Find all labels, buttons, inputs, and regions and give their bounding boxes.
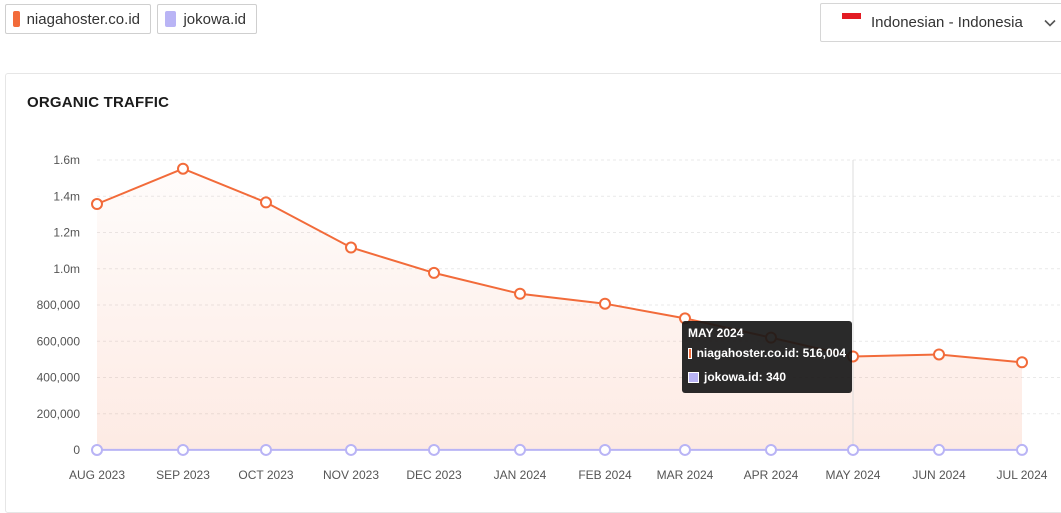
tooltip-text-jokowa: jokowa.id: 340 (704, 370, 787, 384)
data-point-niagahoster (177, 162, 189, 175)
data-point-jokowa (765, 443, 777, 456)
card-title: ORGANIC TRAFFIC (27, 94, 170, 111)
data-point-niagahoster (260, 196, 272, 209)
y-tick-label: 400,000 (37, 371, 81, 385)
y-tick-label: 1.6m (53, 153, 80, 167)
chevron-down-icon (1044, 19, 1056, 27)
language-dropdown-value: Indonesian - Indonesia (871, 14, 1023, 31)
x-tick-label: FEB 2024 (578, 468, 632, 482)
data-point-niagahoster (933, 348, 945, 361)
tooltip-row-jokowa: jokowa.id: 340 (688, 370, 846, 384)
y-tick-label: 1.0m (53, 262, 80, 276)
y-tick-label: 800,000 (37, 298, 81, 312)
data-point-jokowa (514, 443, 526, 456)
x-tick-label: DEC 2023 (406, 468, 462, 482)
data-point-jokowa (1016, 443, 1028, 456)
y-tick-label: 0 (73, 443, 80, 457)
data-point-jokowa (599, 443, 611, 456)
y-tick-label: 600,000 (37, 334, 81, 348)
data-point-jokowa (177, 443, 189, 456)
legend-label-jokowa: jokowa.id (183, 10, 246, 28)
y-tick-label: 1.2m (53, 226, 80, 240)
legend-item-jokowa[interactable]: jokowa.id (157, 4, 257, 34)
organic-traffic-chart: 0 200,000 400,000 600,000 800,000 1.0m 1.2m 1.4… (37, 153, 1061, 482)
tooltip-swatch-niagahoster (688, 347, 692, 359)
data-point-niagahoster (345, 241, 357, 254)
x-tick-label: MAR 2024 (657, 468, 714, 482)
indonesia-flag-icon (842, 12, 861, 25)
data-point-jokowa (91, 443, 103, 456)
data-point-jokowa (260, 443, 272, 456)
x-tick-label: NOV 2023 (323, 468, 379, 482)
x-tick-label: SEP 2023 (156, 468, 210, 482)
language-dropdown[interactable]: Indonesian - Indonesia (820, 3, 1061, 42)
x-tick-label: JAN 2024 (494, 468, 547, 482)
series-line-niagahoster (96, 167, 1023, 364)
data-point-jokowa (679, 443, 691, 456)
x-tick-label: MAY 2024 (826, 468, 881, 482)
data-point-jokowa (428, 443, 440, 456)
tooltip-text-niagahoster: niagahoster.co.id: 516,004 (696, 346, 846, 360)
x-tick-label: JUN 2024 (912, 468, 966, 482)
x-tick-label: AUG 2023 (69, 468, 125, 482)
data-point-jokowa (345, 443, 357, 456)
chart-tooltip: MAY 2024 niagahoster.co.id: 516,004 joko… (682, 321, 852, 393)
legend-item-niagahoster[interactable]: niagahoster.co.id (5, 4, 151, 34)
data-point-niagahoster (428, 266, 440, 279)
data-point-niagahoster (514, 287, 526, 300)
legend-swatch-jokowa (165, 11, 177, 27)
tooltip-swatch-jokowa (688, 371, 699, 383)
x-tick-label: JUL 2024 (997, 468, 1048, 482)
x-tick-label: APR 2024 (744, 468, 799, 482)
data-point-niagahoster (91, 198, 103, 211)
data-point-niagahoster (1016, 356, 1028, 369)
y-tick-label: 1.4m (53, 189, 80, 203)
x-tick-label: OCT 2023 (238, 468, 293, 482)
data-point-jokowa (933, 443, 945, 456)
y-tick-label: 200,000 (37, 407, 81, 421)
tooltip-title: MAY 2024 (688, 326, 744, 340)
series-area-niagahoster (97, 168, 1022, 450)
data-point-niagahoster (599, 297, 611, 310)
tooltip-row-niagahoster: niagahoster.co.id: 516,004 (688, 346, 846, 360)
legend-swatch-niagahoster (13, 11, 20, 27)
data-point-jokowa (847, 443, 859, 456)
legend-label-niagahoster: niagahoster.co.id (26, 10, 140, 28)
